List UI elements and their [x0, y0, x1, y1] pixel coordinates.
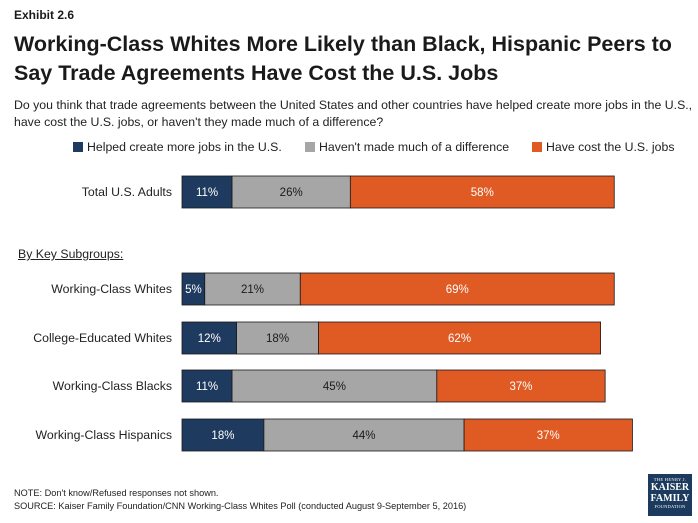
legend-item-helped: Helped create more jobs in the U.S. — [73, 140, 282, 154]
data-label-cost: 37% — [537, 430, 560, 442]
footnote-source: SOURCE: Kaiser Family Foundation/CNN Wor… — [14, 500, 467, 511]
bar-segment-no-difference — [231, 175, 351, 209]
exhibit-label: Exhibit 2.6 — [14, 8, 75, 22]
bar-segment-cost — [318, 321, 602, 355]
footnote-note: NOTE: Don't know/Refused responses not s… — [14, 488, 219, 498]
data-label-cost: 37% — [509, 381, 532, 393]
legend-swatch-cost — [532, 142, 542, 152]
logo-line-1: THE HENRY J. — [653, 477, 687, 482]
bar-segment-no-difference — [204, 272, 301, 306]
legend-label-no-difference: Haven't made much of a difference — [319, 140, 510, 154]
data-label-helped: 12% — [198, 333, 221, 345]
chart-title-line-1: Working-Class Whites More Likely than Bl… — [14, 32, 672, 56]
bar-segment-cost — [349, 175, 615, 209]
bar-segment-helped — [181, 175, 233, 209]
footnote: NOTE: Don't know/Refused responses not s… — [14, 487, 466, 512]
data-label-no-difference: 44% — [352, 430, 375, 442]
bar-segment-helped — [181, 369, 233, 403]
category-label: College-Educated Whites — [33, 331, 172, 345]
subgroups-heading: By Key Subgroups: — [18, 247, 124, 261]
bar-segment-no-difference — [236, 321, 319, 355]
data-label-no-difference: 18% — [266, 333, 289, 345]
legend-item-no-difference: Haven't made much of a difference — [305, 140, 509, 154]
chart-title: Working-Class Whites More Likely than Bl… — [14, 30, 694, 88]
bar-segment-no-difference — [263, 418, 465, 452]
category-label: Working-Class Blacks — [53, 379, 172, 393]
logo-line-2a: KAISER — [650, 482, 690, 493]
legend-swatch-no-difference — [305, 142, 315, 152]
data-label-no-difference: 26% — [280, 187, 303, 199]
data-label-helped: 11% — [196, 381, 218, 393]
data-label-helped: 18% — [211, 430, 234, 442]
legend-item-cost: Have cost the U.S. jobs — [532, 140, 675, 154]
data-label-cost: 62% — [448, 333, 471, 345]
logo-line-2b: FAMILY — [650, 493, 690, 504]
data-label-helped: 11% — [196, 187, 218, 199]
chart-title-line-2: Say Trade Agreements Have Cost the U.S. … — [14, 61, 499, 85]
bar-segment-cost — [299, 272, 615, 306]
bar-segment-cost — [436, 369, 606, 403]
data-label-cost: 69% — [446, 284, 469, 296]
bar-segment-helped — [181, 418, 265, 452]
logo-line-3: FOUNDATION — [654, 504, 686, 509]
category-label: Working-Class Whites — [51, 282, 172, 296]
legend-label-cost: Have cost the U.S. jobs — [546, 140, 675, 154]
data-label-no-difference: 45% — [323, 381, 346, 393]
category-label: Total U.S. Adults — [82, 185, 172, 199]
category-label: Working-Class Hispanics — [36, 428, 172, 442]
data-label-cost: 58% — [471, 187, 494, 199]
survey-question: Do you think that trade agreements betwe… — [14, 98, 693, 129]
chart-legend: Helped create more jobs in the U.S. Have… — [0, 140, 698, 156]
bar-segment-cost — [463, 418, 633, 452]
legend-swatch-helped — [73, 142, 83, 152]
data-label-no-difference: 21% — [241, 284, 264, 296]
data-label-helped: 5% — [185, 284, 202, 296]
legend-label-helped: Helped create more jobs in the U.S. — [87, 140, 282, 154]
kff-logo: THE HENRY J. KAISER FAMILY FOUNDATION — [648, 474, 692, 516]
